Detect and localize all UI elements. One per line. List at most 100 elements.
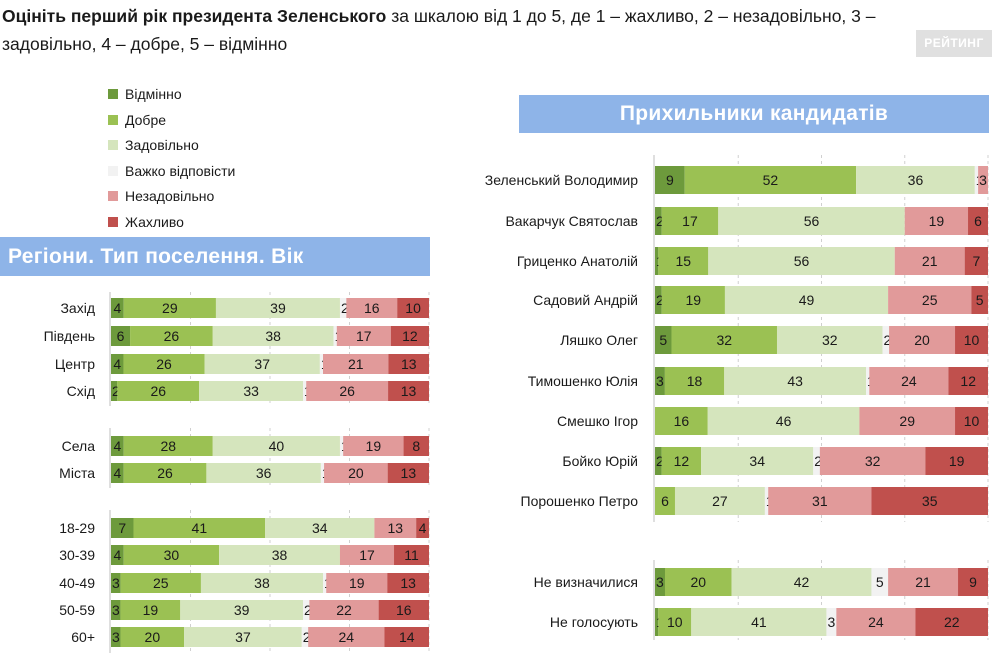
bar-segment-satisfactory — [212, 436, 340, 456]
bar-segment-excellent — [111, 436, 124, 456]
bar-segment-satisfactory — [206, 463, 321, 483]
data-label: 38 — [254, 575, 270, 591]
bar-segment-hard-to-say — [882, 326, 890, 354]
bar-segment-good — [120, 627, 185, 647]
category-label: Порошенко Петро — [521, 493, 639, 509]
bar-segment-unsatisfactory — [336, 326, 391, 346]
bar-segment-unsatisfactory — [888, 568, 959, 596]
bar-segment-unsatisfactory — [324, 463, 388, 483]
data-label: 12 — [674, 453, 690, 469]
data-label: 2 — [883, 332, 891, 348]
data-label: 5 — [976, 292, 984, 308]
question-text: Оцініть перший рік президента Зеленськог… — [2, 2, 882, 58]
bar-segment-terrible — [968, 207, 988, 235]
bar-segment-satisfactory — [707, 407, 860, 435]
bar-segment-excellent — [655, 447, 662, 475]
bar-segment-unsatisfactory — [346, 298, 398, 318]
data-label: 4 — [113, 465, 121, 481]
bar-segment-unsatisfactory — [894, 247, 965, 275]
bar-segment-satisfactory — [200, 573, 323, 593]
bar-segment-satisfactory — [776, 326, 883, 354]
bar-segment-excellent — [111, 545, 124, 565]
legend-swatch-hard-to-say — [108, 165, 118, 176]
bar-segment-terrible — [387, 463, 429, 483]
legend-label-terrible: Жахливо — [125, 213, 184, 230]
bar-segment-satisfactory — [674, 487, 765, 515]
bar-segment-good — [130, 326, 213, 346]
data-label: 39 — [270, 300, 286, 316]
data-label: 12 — [960, 373, 976, 389]
bar-segment-terrible — [387, 573, 429, 593]
bar-segment-terrible — [394, 545, 429, 565]
bar-segment-terrible — [397, 298, 429, 318]
data-label: 13 — [401, 465, 417, 481]
bar-segment-good — [655, 487, 675, 515]
data-label: 11 — [404, 547, 419, 563]
category-label: Південь — [44, 328, 95, 344]
bar-segment-terrible — [964, 247, 988, 275]
bar-segment-excellent — [655, 367, 665, 395]
data-label: 7 — [118, 520, 126, 536]
data-label: 36 — [256, 465, 272, 481]
bar-segment-good — [658, 247, 709, 275]
bar-segment-satisfactory — [718, 207, 905, 235]
data-label: 17 — [356, 328, 372, 344]
data-label: 14 — [399, 629, 415, 645]
category-label: Тимошенко Юлія — [528, 373, 638, 389]
bar-segment-terrible — [871, 487, 988, 515]
category-label: Центр — [55, 356, 95, 372]
bar-segment-terrible — [403, 436, 429, 456]
data-label: 2 — [656, 213, 664, 229]
data-label: 33 — [243, 383, 259, 399]
data-label: 13 — [400, 575, 416, 591]
bar-segment-good — [661, 286, 725, 314]
bar-segment-hard-to-say — [974, 166, 979, 194]
data-label: 16 — [674, 413, 690, 429]
bar-segment-unsatisfactory — [308, 627, 385, 647]
data-label: 39 — [234, 602, 250, 618]
brand-logo: РЕЙТИНГ — [916, 30, 992, 57]
data-label: 20 — [914, 332, 930, 348]
bar-segment-unsatisfactory — [904, 207, 969, 235]
data-label: 16 — [364, 300, 380, 316]
bar-segment-hard-to-say — [323, 573, 327, 593]
data-label: 34 — [312, 520, 328, 536]
data-label: 37 — [254, 356, 270, 372]
category-label: Зеленський Володимир — [485, 172, 638, 188]
question-bold: Оцініть перший рік президента Зеленськог… — [2, 6, 387, 26]
bar-segment-unsatisfactory — [339, 545, 395, 565]
data-label: 17 — [359, 547, 375, 563]
bar-segment-good — [123, 545, 220, 565]
data-label: 28 — [160, 438, 176, 454]
data-label: 24 — [339, 629, 355, 645]
data-label: 18 — [687, 373, 703, 389]
data-label: 2 — [341, 300, 349, 316]
data-label: 10 — [667, 614, 683, 630]
data-label: 29 — [899, 413, 915, 429]
data-label: 17 — [682, 213, 698, 229]
data-label: 26 — [164, 328, 180, 344]
bar-segment-unsatisfactory — [869, 367, 949, 395]
data-label: 3 — [827, 614, 835, 630]
data-label: 24 — [868, 614, 884, 630]
data-label: 26 — [339, 383, 355, 399]
bar-segment-hard-to-say — [871, 568, 889, 596]
data-label: 6 — [974, 213, 982, 229]
bar-segment-excellent — [111, 298, 124, 318]
data-label: 3 — [656, 574, 664, 590]
data-label: 2 — [814, 453, 822, 469]
bar-segment-terrible — [971, 286, 988, 314]
bar-segment-hard-to-say — [339, 298, 347, 318]
data-label: 7 — [972, 253, 980, 269]
category-label: Не голосують — [550, 614, 638, 630]
data-label: 3 — [112, 629, 120, 645]
data-label: 38 — [265, 328, 281, 344]
bar-segment-unsatisfactory — [326, 573, 388, 593]
bar-segment-hard-to-say — [866, 367, 870, 395]
data-label: 5 — [659, 332, 667, 348]
category-label: Ляшко Олег — [560, 332, 638, 348]
bar-segment-satisfactory — [265, 518, 375, 538]
data-label: 40 — [269, 438, 285, 454]
data-label: 3 — [112, 602, 120, 618]
bar-segment-hard-to-say — [319, 354, 323, 374]
